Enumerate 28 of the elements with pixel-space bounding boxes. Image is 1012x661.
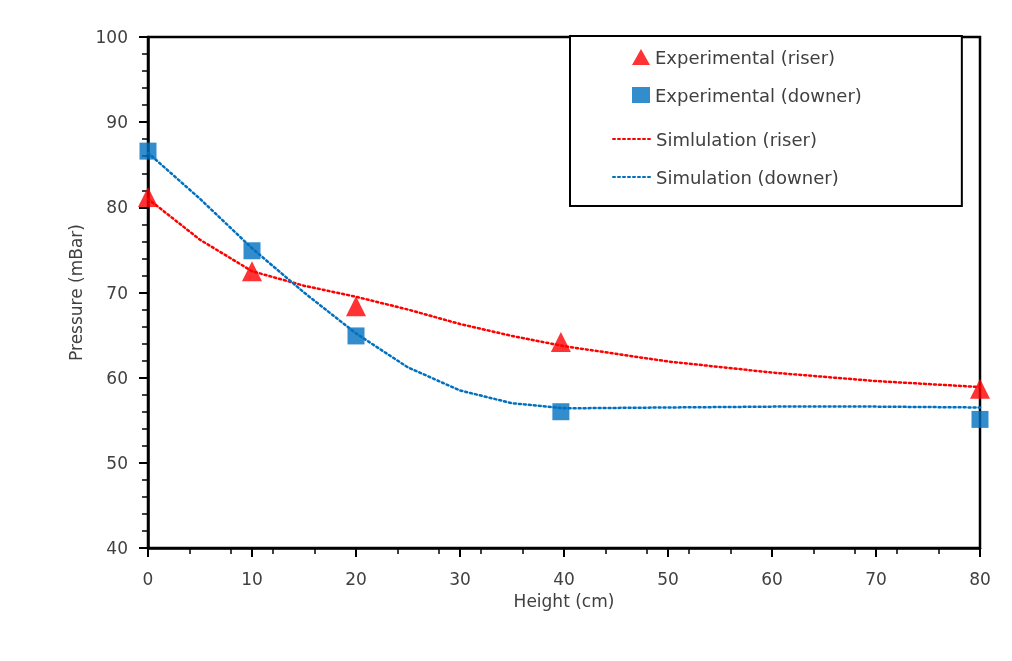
x-tick-label: 10 xyxy=(241,568,263,589)
point xyxy=(970,378,990,399)
legend-label: Simlulation (riser) xyxy=(656,128,817,150)
y-tick-label: 40 xyxy=(106,538,128,558)
y-tick-label: 100 xyxy=(95,27,128,47)
y-tick-label: 80 xyxy=(106,197,128,218)
x-tick-label: 20 xyxy=(345,568,367,589)
x-tick-label: 80 xyxy=(969,568,991,589)
legend-label: Experimental (riser) xyxy=(655,46,836,68)
point xyxy=(346,296,366,317)
legend-label: Simulation (downer) xyxy=(656,166,839,188)
x-axis-title: Height (cm) xyxy=(513,590,615,611)
point xyxy=(971,410,989,428)
point xyxy=(138,187,158,208)
x-tick-label: 0 xyxy=(142,568,154,589)
y-tick-label: 70 xyxy=(106,282,128,303)
point xyxy=(139,142,157,160)
x-tick-label: 60 xyxy=(761,568,783,589)
y-axis-title: Pressure (mBar) xyxy=(66,224,87,361)
y-tick-label: 60 xyxy=(106,367,128,388)
x-tick-label: 70 xyxy=(865,568,887,589)
legend-label: Experimental (downer) xyxy=(655,84,862,106)
x-tick-label: 40 xyxy=(553,568,575,589)
y-tick-label: 50 xyxy=(106,452,128,473)
y-tick-label: 90 xyxy=(106,112,128,133)
point xyxy=(242,261,262,282)
x-tick-label: 30 xyxy=(449,568,471,589)
x-tick-label: 50 xyxy=(657,568,679,589)
